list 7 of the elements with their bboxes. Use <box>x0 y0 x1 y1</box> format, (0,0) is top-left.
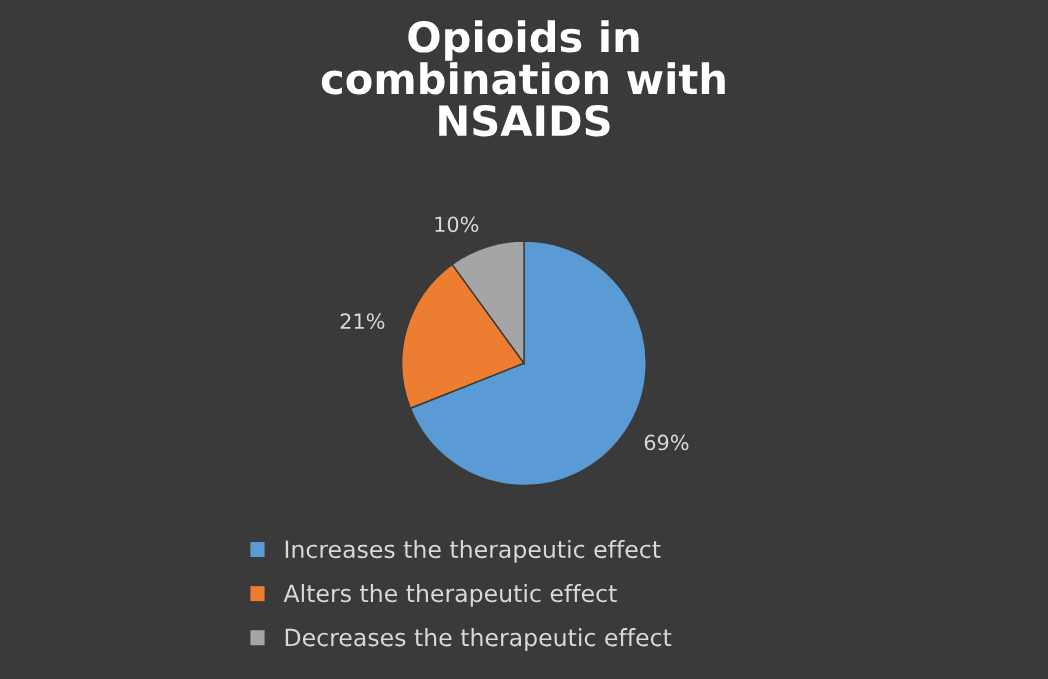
data-label: 21% <box>340 313 385 330</box>
data-label: 69% <box>644 434 689 451</box>
data-label: 10% <box>435 216 479 233</box>
legend-label: Alters the therapeutic effect <box>283 584 617 607</box>
chart-title: Opioids in combination with NSAIDS <box>321 20 725 137</box>
legend-label: Decreases the therapeutic effect <box>285 628 672 651</box>
legend-label: Increases the therapeutic effect <box>285 539 661 563</box>
